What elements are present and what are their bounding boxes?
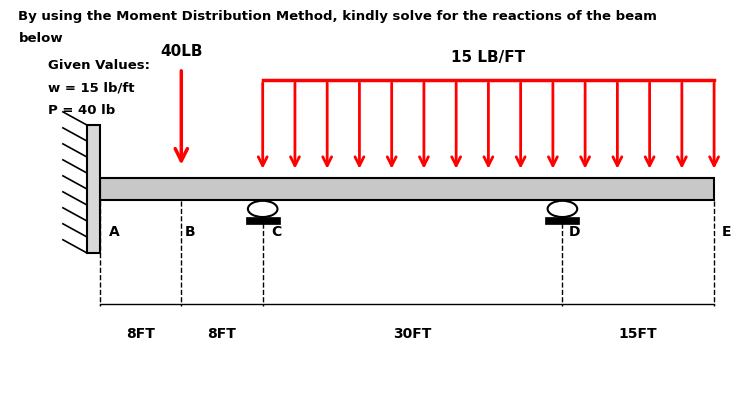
Text: D: D [568, 225, 580, 239]
Bar [246, 217, 280, 225]
Text: E: E [722, 225, 731, 239]
Bar [545, 217, 579, 225]
Text: Given Values:: Given Values: [48, 59, 150, 72]
Text: B: B [185, 225, 195, 239]
Text: 8FT: 8FT [126, 326, 155, 340]
Bar [100, 178, 714, 200]
Text: 30FT: 30FT [394, 326, 431, 340]
Circle shape [548, 201, 577, 217]
Text: 8FT: 8FT [207, 326, 237, 340]
Text: C: C [272, 225, 282, 239]
Bar [87, 126, 100, 253]
Text: 15FT: 15FT [619, 326, 658, 340]
Text: P = 40 lb: P = 40 lb [48, 103, 115, 116]
Text: w = 15 lb/ft: w = 15 lb/ft [48, 81, 135, 94]
Text: below: below [18, 32, 63, 45]
Circle shape [248, 201, 278, 217]
Text: 40LB: 40LB [160, 44, 203, 59]
Text: By using the Moment Distribution Method, kindly solve for the reactions of the b: By using the Moment Distribution Method,… [18, 10, 657, 23]
Text: A: A [109, 225, 120, 239]
Text: 15 LB/FT: 15 LB/FT [451, 50, 525, 65]
